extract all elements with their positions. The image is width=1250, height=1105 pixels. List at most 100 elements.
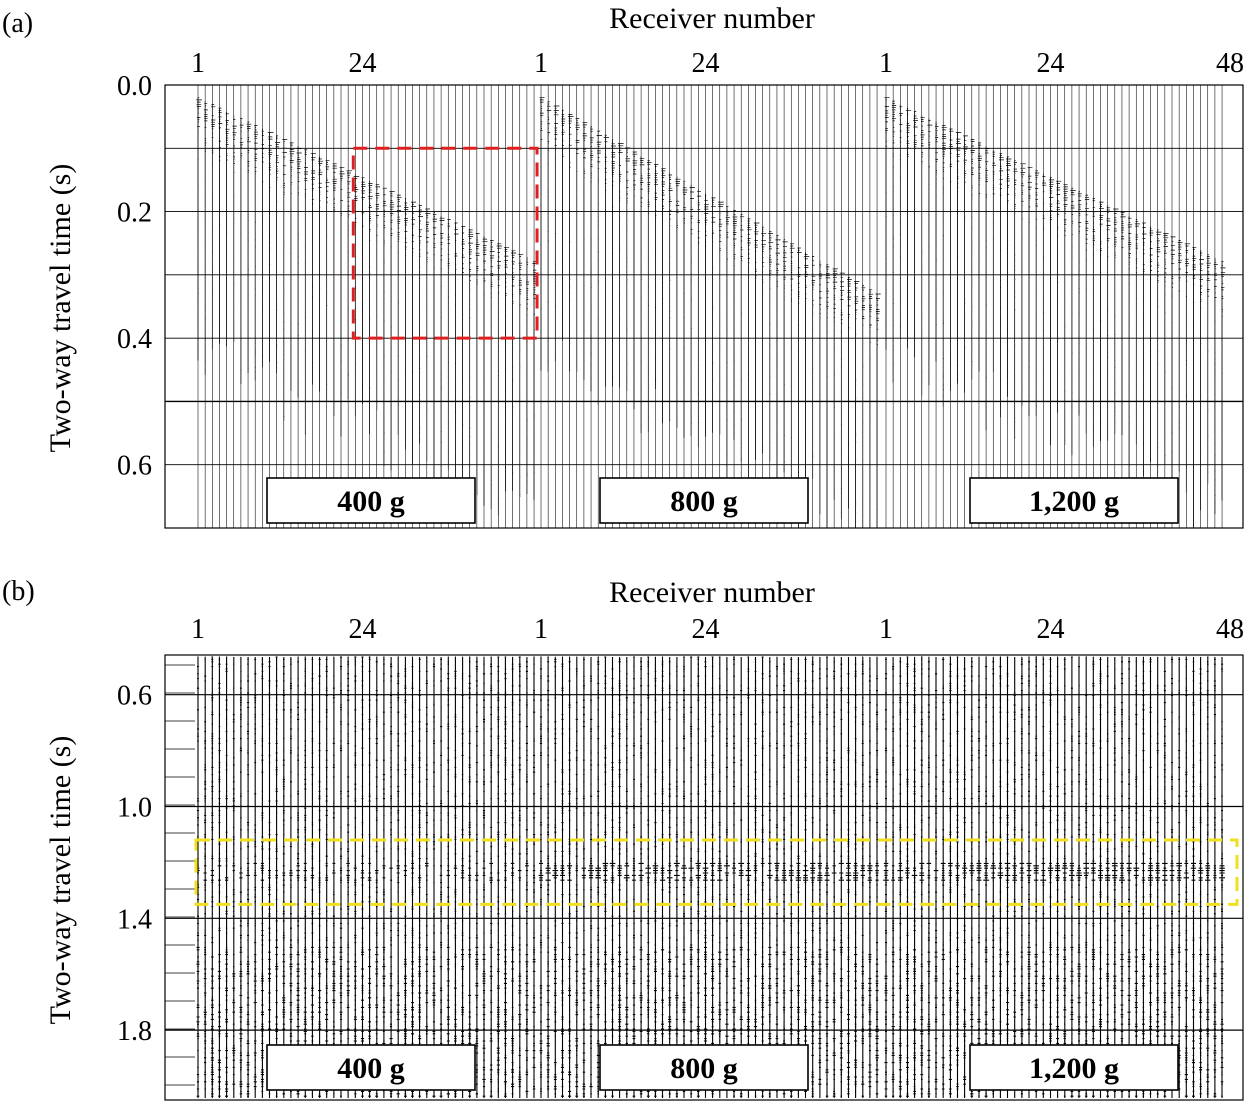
trace (761, 226, 767, 454)
trace (1176, 657, 1182, 1098)
trace (282, 139, 288, 421)
trace (1183, 656, 1189, 1098)
trace (948, 656, 953, 1098)
trace (660, 656, 666, 1098)
shot-label-box (599, 1044, 809, 1091)
trace (818, 260, 823, 515)
y-tick-label: 0.6 (117, 451, 152, 482)
y-tick-label: 0.2 (117, 198, 152, 229)
trace (883, 657, 889, 1098)
trace (567, 114, 574, 372)
trace (668, 172, 673, 422)
trace (496, 656, 500, 1098)
trace (454, 222, 459, 498)
trace (1199, 250, 1204, 511)
trace (396, 656, 400, 1098)
trace (260, 657, 265, 1098)
x-tick-label: 24 (1036, 614, 1064, 645)
trace (603, 134, 609, 387)
trace (638, 657, 644, 1098)
trace (1127, 215, 1133, 497)
trace (905, 656, 910, 1098)
trace (897, 657, 904, 1098)
trace (367, 656, 372, 1098)
trace (510, 656, 515, 1098)
trace (1111, 657, 1118, 1098)
trace (654, 164, 659, 390)
trace (753, 657, 758, 1098)
trace (617, 657, 623, 1098)
trace (225, 111, 230, 347)
trace (1061, 657, 1068, 1098)
trace (919, 656, 925, 1098)
panel-b-traces (196, 656, 1225, 1098)
trace (781, 657, 787, 1098)
trace (983, 656, 990, 1098)
trace (239, 118, 244, 384)
panel-b-ylabel: Two-way travel time (s) (44, 736, 77, 1025)
trace (1076, 656, 1082, 1098)
trace (460, 656, 465, 1098)
trace (775, 235, 781, 487)
trace (267, 132, 274, 362)
x-tick-label: 1 (534, 48, 548, 79)
trace (575, 656, 579, 1098)
trace (475, 233, 480, 496)
trace (553, 105, 560, 362)
panel-a-gridlines (165, 85, 1243, 528)
y-tick-label: 1.0 (117, 793, 152, 824)
trace (1219, 657, 1225, 1098)
x-tick-label: 48 (1216, 48, 1244, 79)
trace (860, 656, 866, 1098)
trace (852, 656, 859, 1098)
trace (1104, 656, 1111, 1098)
trace (811, 256, 816, 479)
trace (768, 230, 774, 462)
trace (368, 180, 373, 434)
trace (339, 166, 345, 437)
trace (753, 222, 760, 460)
trace (410, 656, 415, 1098)
trace (689, 185, 695, 436)
panel-a-y-ticks: 0.0 0.2 0.4 0.6 (117, 71, 152, 482)
trace (346, 170, 353, 400)
trace (868, 289, 874, 528)
panel-b-label: (b) (2, 576, 35, 607)
trace (985, 146, 989, 431)
trace (453, 656, 458, 1098)
trace (962, 657, 968, 1098)
trace (652, 656, 659, 1098)
trace (702, 657, 709, 1098)
trace (926, 656, 932, 1098)
trace (489, 240, 495, 510)
trace (582, 122, 588, 380)
trace (602, 656, 609, 1098)
shot-label-box (266, 477, 476, 524)
trace (1077, 191, 1082, 416)
trace (1119, 656, 1125, 1098)
trace (589, 126, 594, 392)
trace (977, 142, 982, 372)
trace (1133, 657, 1140, 1098)
trace (646, 159, 652, 433)
shot-label-box (266, 1044, 476, 1091)
trace (854, 281, 860, 529)
trace (588, 657, 594, 1098)
trace (1106, 205, 1111, 441)
trace (267, 656, 272, 1098)
trace (718, 201, 724, 435)
trace (289, 657, 293, 1098)
trace (1027, 166, 1033, 417)
trace (1190, 657, 1197, 1098)
trace (596, 130, 602, 406)
trace (998, 152, 1004, 418)
trace (1149, 226, 1154, 463)
trace (789, 243, 795, 480)
trace (261, 128, 265, 367)
trace (681, 656, 687, 1098)
trace (632, 151, 638, 410)
shot-label: 400 g (337, 485, 405, 518)
trace (976, 656, 982, 1098)
trace (867, 657, 873, 1098)
